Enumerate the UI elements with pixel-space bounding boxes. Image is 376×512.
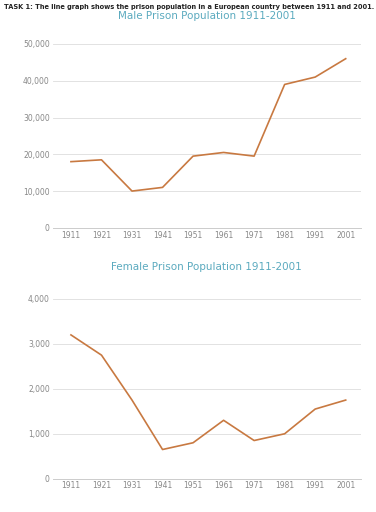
Title: Male Prison Population 1911-2001: Male Prison Population 1911-2001 [118, 11, 296, 20]
Text: TASK 1: The line graph shows the prison population in a European country between: TASK 1: The line graph shows the prison … [4, 4, 374, 10]
Title: Female Prison Population 1911-2001: Female Prison Population 1911-2001 [111, 262, 302, 271]
